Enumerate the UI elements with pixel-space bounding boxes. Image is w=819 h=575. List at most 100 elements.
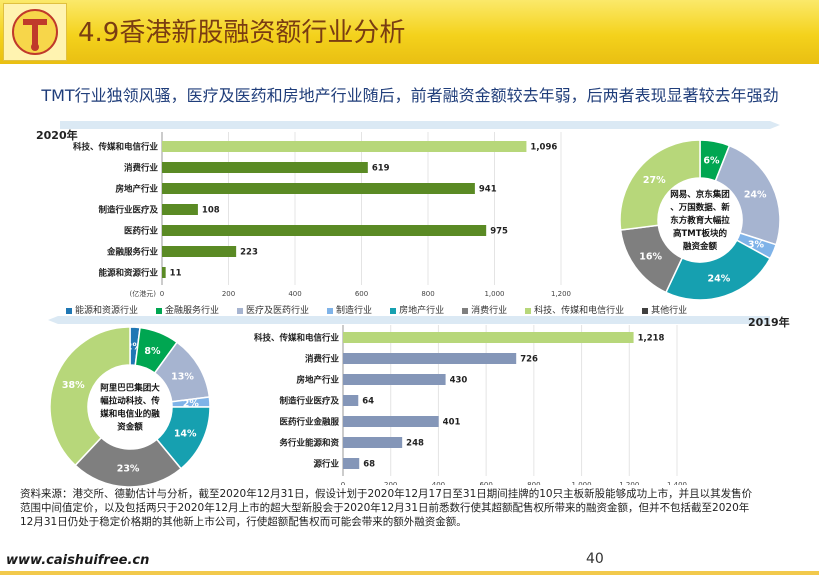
slice-label: 6%: [703, 156, 720, 167]
slide-subtitle: TMT行业独领风骚，医疗及医药和房地产行业随后，前者融资金额较去年弱，后两者表现…: [41, 86, 779, 105]
page-title: 4.9香港新股融资额行业分析: [78, 18, 406, 48]
x-tick-label: 1,200: [619, 481, 639, 485]
bar-value-label: 68: [363, 460, 375, 470]
donut-hole: [659, 179, 741, 261]
legend-swatch: [156, 307, 163, 314]
legend-label: 消费行业: [471, 306, 508, 316]
legend-label: 能源和资源行业: [75, 306, 139, 316]
slice-label: 24%: [744, 190, 767, 201]
bar-value-label: 1,218: [638, 334, 665, 344]
logo-icon: [12, 9, 58, 55]
x-tick-label: 200: [222, 290, 235, 298]
legend-label: 科技、传媒和电信行业: [534, 306, 625, 316]
x-tick-label: 800: [527, 481, 540, 485]
legend-item: 房地产行业: [390, 303, 444, 316]
bar: [343, 458, 360, 469]
x-tick-label: 800: [421, 290, 434, 298]
right-arrow-icon: [60, 121, 780, 129]
donut-center-text: 网易、京东集团、万国数据、新东方教育大幅拉高TMT板块的融资金额: [670, 189, 730, 252]
bar-value-label: 430: [450, 376, 468, 386]
legend-swatch: [237, 307, 244, 314]
donut-slice: [714, 144, 781, 246]
donut-slice: [664, 239, 772, 301]
bar: [343, 353, 517, 364]
legend-label: 制造行业: [336, 306, 373, 316]
bar-value-label: 1,096: [530, 143, 557, 153]
category-label: 消费行业: [305, 354, 340, 365]
bar-value-label: 619: [372, 164, 390, 174]
bar: [162, 183, 475, 194]
page-number: 40: [586, 551, 604, 567]
category-label: 科技、传媒和电信行业: [254, 333, 340, 344]
category-label: 能源和资源行业: [98, 268, 158, 279]
top-bar-chart: 0 200 400 600 800 1,000 1,200 (亿港元) 科技、传媒和电信行业 1,…: [73, 132, 571, 298]
x-tick-label: 0: [341, 481, 345, 485]
bar: [343, 332, 634, 343]
bottom-bar-chart: 0 200 400 600 800 1,000 1,200 1,400 科技、传媒和电信行业 1,…: [254, 325, 687, 485]
legend-swatch: [390, 307, 397, 314]
legend-item: 能源和资源行业: [66, 303, 138, 316]
legend-item: 科技、传媒和电信行业: [525, 303, 624, 316]
donut-center-text: 阿里巴巴集团大幅拉动科技、传媒和电信业的融资金额: [99, 383, 160, 433]
bar: [162, 246, 237, 257]
legend-label: 金融服务行业: [165, 306, 220, 316]
category-label: 源行业: [313, 459, 339, 470]
bar-value-label: 11: [170, 269, 182, 279]
bar-value-label: 248: [406, 439, 424, 449]
bar: [162, 162, 368, 173]
category-label: 房地产行业: [296, 375, 339, 386]
donut-slice: [49, 326, 131, 467]
legend-label: 其他行业: [651, 306, 688, 316]
legend-item: 制造行业: [327, 303, 372, 316]
legend-item: 医疗及医药行业: [237, 303, 309, 316]
legend-item: 消费行业: [462, 303, 507, 316]
bottom-year-label: 2019年: [748, 316, 790, 329]
bar: [343, 416, 439, 427]
bar: [343, 437, 403, 448]
top-year-label: 2020年: [36, 129, 78, 142]
category-label: 务行业能源和资: [279, 438, 339, 449]
slice-label: 2%: [183, 399, 200, 410]
x-tick-label: 1,000: [484, 290, 504, 298]
top-donut-chart: 6% 24% 3% 24% 16% 27% 网易、京东集团、万国数据、新东方教育大幅拉高TM…: [619, 139, 781, 301]
bottom-donut-chart: 2% 8%13%2%14%23%38% 阿里巴巴集团大幅拉动科技、传媒和电信业的融资…: [49, 326, 211, 488]
x-tick-label: 1,200: [551, 290, 571, 298]
legend-item: 其他行业: [642, 303, 687, 316]
legend-label: 房地产行业: [399, 306, 445, 316]
category-label: 医药行业金融服: [279, 417, 339, 428]
slice-label: 16%: [639, 251, 662, 262]
category-label: 金融服务行业: [106, 247, 159, 258]
category-label: 制造行业医疗及: [98, 205, 158, 216]
legend-item: 金融服务行业: [156, 303, 219, 316]
legend: 能源和资源行业 金融服务行业 医疗及医药行业 制造行业 房地产行业 消费行业 科技、传媒和电…: [66, 303, 756, 317]
x-tick-label: 1,000: [572, 481, 592, 485]
bar-value-label: 401: [443, 418, 461, 428]
bar: [343, 395, 359, 406]
x-tick-label: 400: [288, 290, 301, 298]
header-banner: 4.9香港新股融资额行业分析: [0, 0, 819, 64]
slice-label: 24%: [707, 274, 730, 285]
donut-slice: [619, 139, 701, 231]
legend-swatch: [642, 307, 649, 314]
footer-url[interactable]: www.caishuifree.cn: [6, 553, 150, 568]
legend-swatch: [525, 307, 532, 314]
x-tick-label: 1,400: [667, 481, 687, 485]
bar-value-label: 726: [520, 355, 538, 365]
x-tick-label: 600: [355, 290, 368, 298]
x-tick-label: 400: [432, 481, 445, 485]
category-label: 医药行业: [124, 226, 159, 237]
slice-label: 8%: [144, 346, 161, 357]
source-note: 资料来源：港交所、德勤估计与分析，截至2020年12月31日，假设计划于2020…: [20, 488, 753, 528]
bar-value-label: 108: [202, 206, 220, 216]
bar-value-label: 975: [490, 227, 508, 237]
slice-label: 27%: [643, 175, 666, 186]
x-tick-label: 200: [384, 481, 397, 485]
category-label: 制造行业医疗及: [279, 396, 339, 407]
x-tick-label: 0: [160, 290, 164, 298]
category-label: 科技、传媒和电信行业: [73, 142, 159, 153]
legend-swatch: [462, 307, 469, 314]
slice-label: 38%: [62, 380, 85, 391]
bar: [343, 374, 446, 385]
legend-swatch: [66, 307, 72, 314]
slice-label: 3%: [748, 240, 765, 251]
